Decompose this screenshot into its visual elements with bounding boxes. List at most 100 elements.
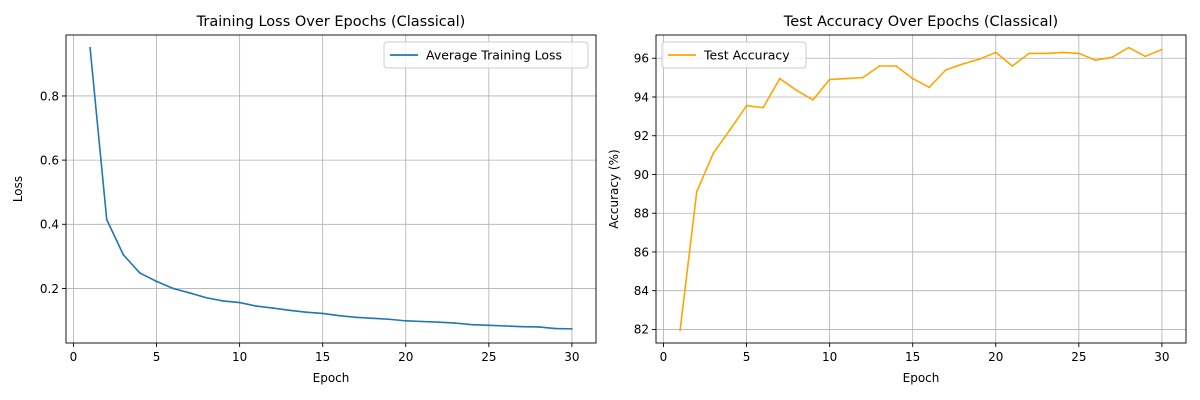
data-point-accuracy <box>1044 52 1047 55</box>
y-tick-label: 0.2 <box>40 282 59 296</box>
data-point-loss <box>139 272 141 274</box>
data-point-accuracy <box>1161 48 1163 51</box>
data-point-accuracy <box>861 76 864 79</box>
data-point-loss <box>388 318 391 321</box>
legend: Test Accuracy <box>661 41 807 69</box>
x-tick-label: 10 <box>822 350 837 364</box>
data-point-accuracy <box>845 77 848 80</box>
data-point-accuracy <box>762 106 765 109</box>
data-point-accuracy <box>1011 65 1014 67</box>
y-tick-label: 86 <box>634 245 649 259</box>
data-point-loss <box>504 325 507 327</box>
data-point-accuracy <box>1061 51 1064 54</box>
legend-label: Test Accuracy <box>703 48 790 63</box>
y-tick-label: 94 <box>634 90 649 104</box>
y-tick-label: 96 <box>634 52 649 66</box>
y-axis-label: Loss <box>11 176 25 202</box>
data-point-loss <box>255 305 258 308</box>
data-point-loss <box>222 300 224 302</box>
y-tick-label: 0.4 <box>40 218 59 232</box>
x-tick-label: 5 <box>743 350 751 364</box>
x-tick-label: 15 <box>315 350 330 364</box>
data-point-accuracy <box>978 58 981 61</box>
data-point-loss <box>105 218 108 221</box>
data-point-loss <box>188 292 191 294</box>
y-tick-label: 92 <box>634 129 649 143</box>
training-loss-panel: 0 5 10 15 20 25 30 0.2 0.4 0.6 0.8 Training Loss Ov… <box>11 14 597 385</box>
x-tick-label: 25 <box>1071 350 1086 364</box>
data-point-loss <box>155 280 158 283</box>
data-point-accuracy <box>911 77 914 80</box>
data-point-loss <box>122 253 125 256</box>
data-point-loss <box>421 320 424 323</box>
plot-frame <box>655 34 1187 344</box>
data-point-loss <box>305 311 307 314</box>
data-point-accuracy <box>945 68 947 71</box>
data-point-loss <box>89 46 91 49</box>
data-point-accuracy <box>828 78 831 81</box>
data-point-accuracy <box>1127 46 1130 49</box>
data-point-loss <box>438 321 440 324</box>
data-point-accuracy <box>928 86 931 89</box>
data-point-accuracy <box>1144 55 1147 58</box>
data-point-loss <box>454 322 457 325</box>
x-tick-label: 30 <box>564 350 579 364</box>
x-tick-label: 20 <box>988 350 1003 364</box>
data-point-accuracy <box>1077 52 1080 55</box>
y-tick-label: 0.8 <box>40 89 59 103</box>
x-axis-label: Epoch <box>903 371 940 385</box>
data-point-loss <box>271 307 274 309</box>
legend-box <box>661 41 807 69</box>
x-tick-label: 30 <box>1154 350 1169 364</box>
data-point-accuracy <box>712 152 715 155</box>
chart-title: Training Loss Over Epochs (Classical) <box>196 14 466 30</box>
y-tick-label: 0.6 <box>40 153 59 167</box>
x-axis-label: Epoch <box>313 371 350 385</box>
x-tick-label: 10 <box>232 350 247 364</box>
data-point-accuracy <box>778 77 781 80</box>
data-point-accuracy <box>1111 56 1113 59</box>
y-axis-label: Accuracy (%) <box>607 149 621 228</box>
data-point-loss <box>205 296 208 299</box>
data-point-loss <box>238 301 241 304</box>
data-point-accuracy <box>745 104 748 107</box>
data-point-loss <box>487 324 490 327</box>
legend-box <box>383 41 589 69</box>
legend: Average Training Loss <box>383 41 589 69</box>
data-point-loss <box>288 309 291 312</box>
series-line-accuracy <box>679 46 1163 331</box>
y-tick-label: 88 <box>634 207 649 221</box>
data-point-accuracy <box>895 65 897 67</box>
y-tick-label: 82 <box>634 323 649 337</box>
data-point-loss <box>554 327 557 330</box>
data-point-accuracy <box>795 89 798 92</box>
y-tick-label: 90 <box>634 168 649 182</box>
data-point-accuracy <box>1028 52 1030 55</box>
x-tick-label: 5 <box>153 350 161 364</box>
series-line-loss <box>89 47 572 330</box>
data-point-loss <box>355 316 357 319</box>
x-tick-label: 0 <box>660 350 668 364</box>
data-point-accuracy <box>961 63 964 65</box>
data-point-accuracy <box>729 129 731 131</box>
data-point-loss <box>404 319 407 322</box>
data-point-loss <box>338 314 341 317</box>
chart-title: Test Accuracy Over Epochs (Classical) <box>783 14 1058 30</box>
data-point-loss <box>471 323 474 326</box>
y-tick-label: 84 <box>634 284 649 298</box>
data-point-accuracy <box>994 51 997 54</box>
x-tick-label: 15 <box>905 350 920 364</box>
data-point-accuracy <box>679 329 681 332</box>
legend-label: Average Training Loss <box>426 48 562 63</box>
x-tick-label: 25 <box>481 350 496 364</box>
data-point-loss <box>521 325 523 328</box>
plot-frame <box>65 34 597 344</box>
data-point-loss <box>321 312 324 315</box>
data-point-accuracy <box>1094 59 1097 62</box>
test-accuracy-panel: 0 5 10 15 20 25 30 82 84 86 88 90 92 94 96 Test Accurac… <box>607 14 1187 385</box>
x-tick-label: 0 <box>70 350 78 364</box>
data-point-loss <box>371 317 374 320</box>
x-tick-label: 20 <box>398 350 413 364</box>
data-point-loss <box>571 327 573 330</box>
